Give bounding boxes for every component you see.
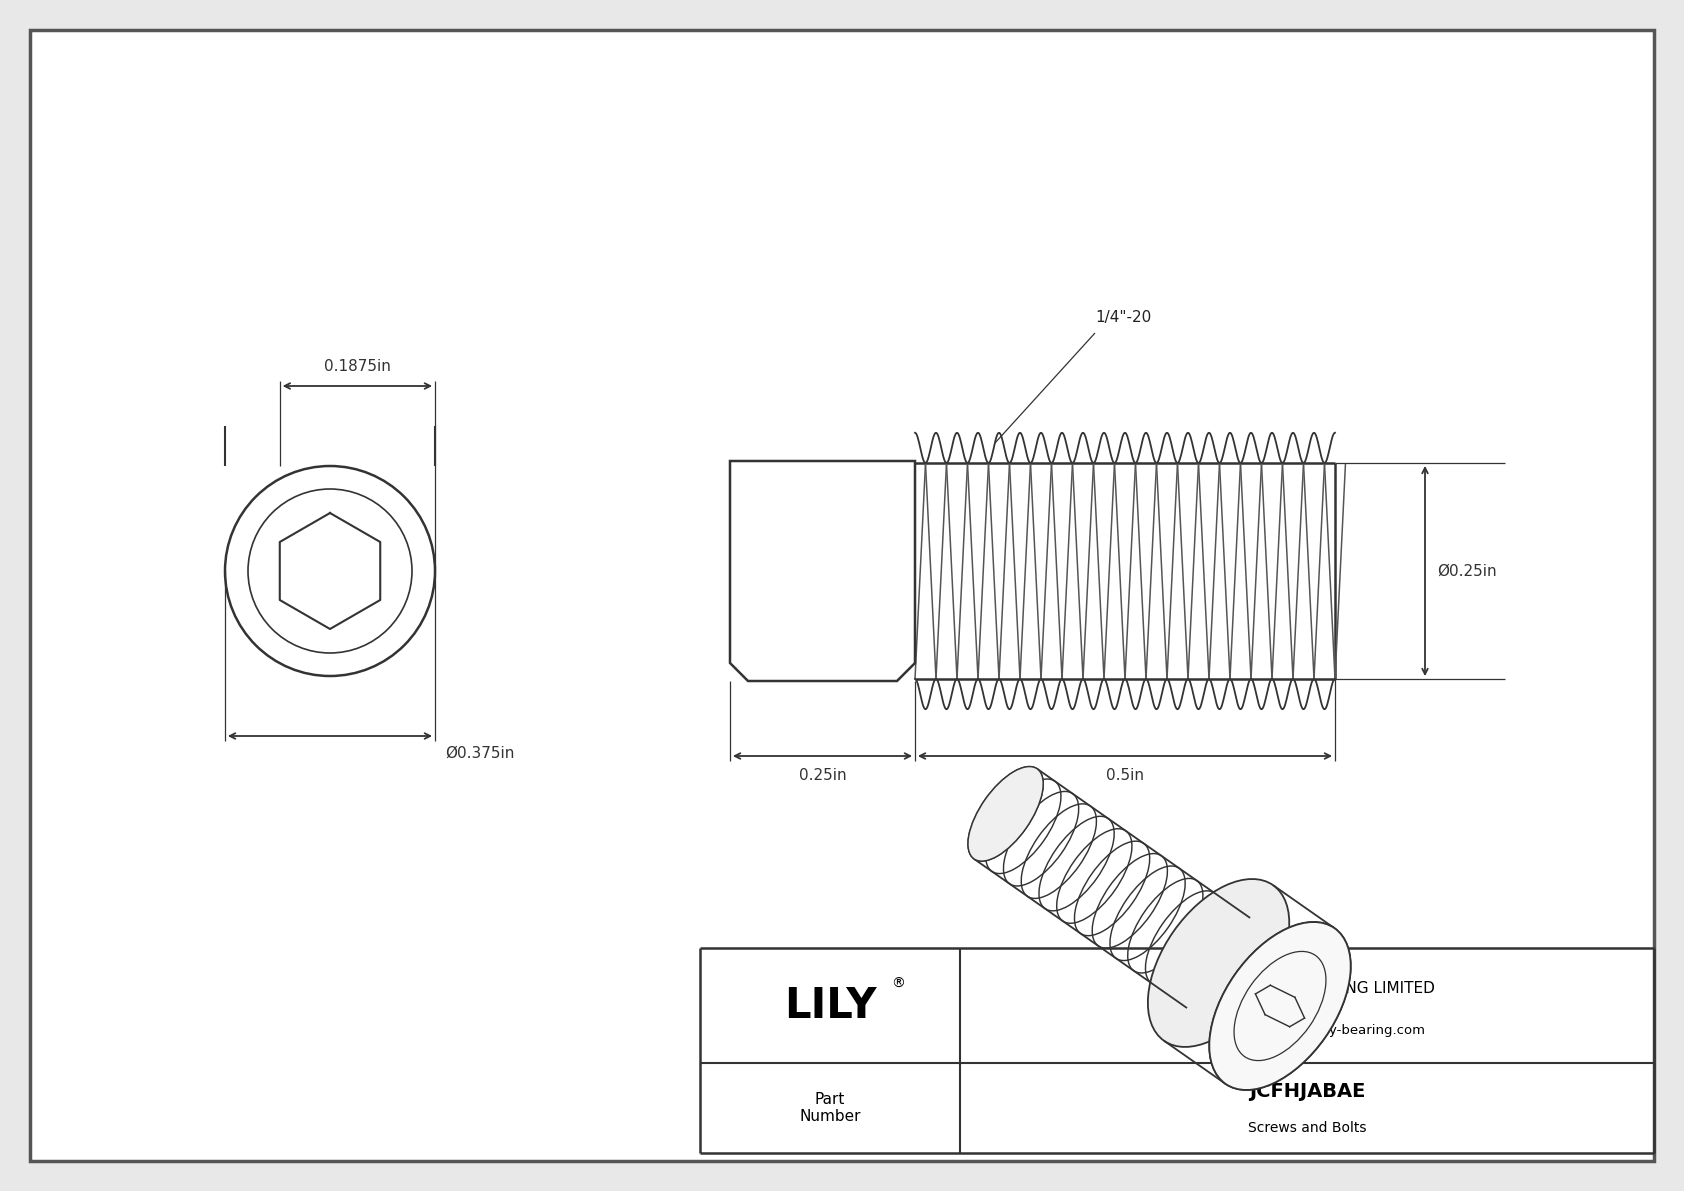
Text: Email: lilybearing@lily-bearing.com: Email: lilybearing@lily-bearing.com (1189, 1024, 1425, 1037)
Text: Ø0.25in: Ø0.25in (1436, 563, 1497, 579)
Text: JCFHJABAE: JCFHJABAE (1250, 1083, 1366, 1102)
Text: 0.1875in: 0.1875in (323, 358, 391, 374)
Text: 1/4"-20: 1/4"-20 (1095, 310, 1152, 325)
Ellipse shape (1148, 879, 1290, 1047)
Text: Screws and Bolts: Screws and Bolts (1248, 1121, 1366, 1135)
Ellipse shape (1180, 916, 1256, 1010)
Text: ®: ® (891, 977, 904, 991)
Text: 0.25in: 0.25in (798, 768, 847, 782)
Text: Part
Number: Part Number (800, 1092, 861, 1124)
Text: Ø0.375in: Ø0.375in (445, 746, 514, 761)
Ellipse shape (1209, 922, 1351, 1090)
Ellipse shape (1209, 922, 1351, 1090)
Ellipse shape (968, 767, 1042, 861)
Text: LILY: LILY (783, 985, 876, 1027)
Text: SHANGHAI LILY BEARING LIMITED: SHANGHAI LILY BEARING LIMITED (1179, 980, 1435, 996)
Text: 0.5in: 0.5in (1106, 768, 1143, 782)
